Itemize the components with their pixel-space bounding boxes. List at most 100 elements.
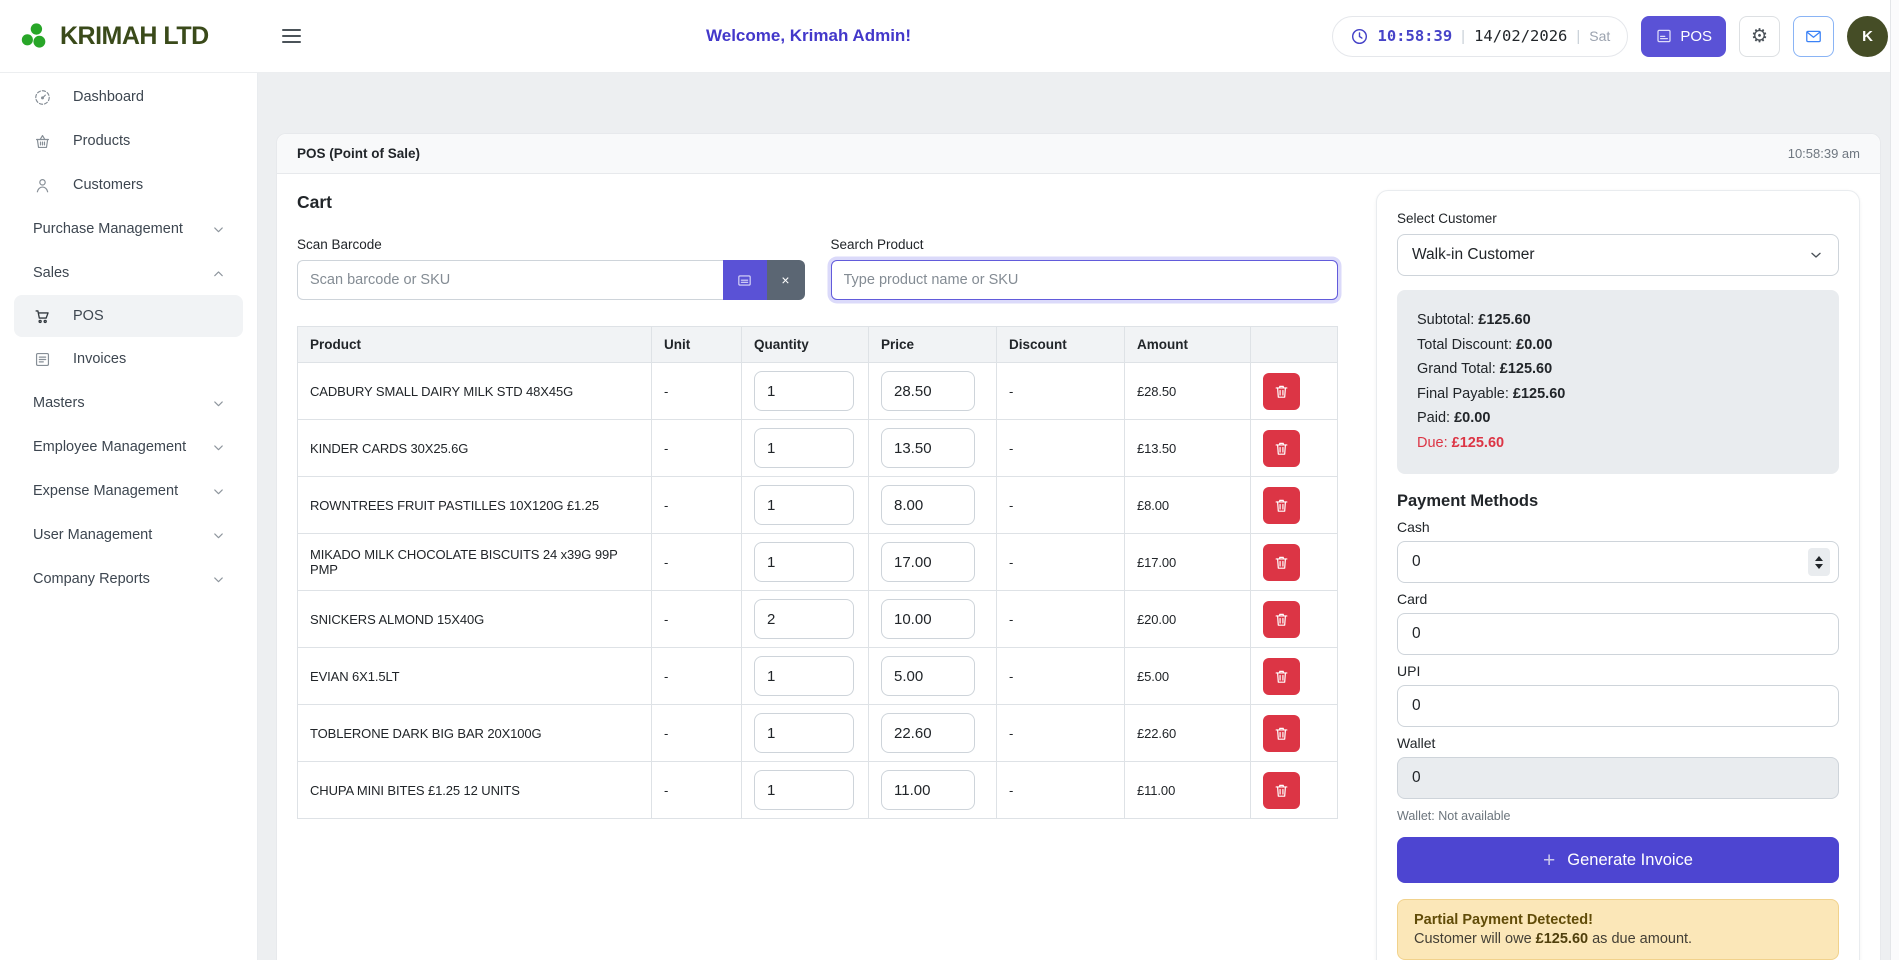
sidebar-item-label: Products xyxy=(73,133,131,149)
quantity-cell xyxy=(741,476,869,534)
actions-cell xyxy=(1250,761,1338,819)
quantity-input[interactable] xyxy=(754,371,854,411)
total-line-grand-total: Grand Total: £125.60 xyxy=(1417,361,1553,378)
scan-barcode-input[interactable] xyxy=(297,260,723,300)
actions-cell xyxy=(1250,590,1338,648)
price-input[interactable] xyxy=(881,713,975,753)
price-input[interactable] xyxy=(881,485,975,525)
delete-row-button[interactable] xyxy=(1263,714,1300,752)
quantity-input[interactable] xyxy=(754,656,854,696)
brand-name: KRIMAH LTD xyxy=(60,21,209,50)
quantity-input[interactable] xyxy=(754,599,854,639)
messages-button[interactable] xyxy=(1793,15,1834,57)
total-line-final-payable: Final Payable: £125.60 xyxy=(1417,385,1566,402)
quantity-input[interactable] xyxy=(754,428,854,468)
card-field xyxy=(1397,613,1839,656)
discount-cell: - xyxy=(996,590,1125,648)
user-avatar[interactable]: K xyxy=(1847,15,1888,57)
price-input[interactable] xyxy=(881,542,975,582)
delete-row-button[interactable] xyxy=(1263,486,1300,524)
total-line-total-discount: Total Discount: £0.00 xyxy=(1417,336,1553,353)
brand-logo-icon xyxy=(20,21,51,52)
cart-title: Cart xyxy=(297,192,333,212)
generate-invoice-button[interactable]: + Generate Invoice xyxy=(1397,837,1839,884)
price-cell xyxy=(868,476,997,534)
upi-amount-input[interactable] xyxy=(1397,685,1839,728)
sidebar-item-label: Invoices xyxy=(73,351,127,367)
price-input[interactable] xyxy=(881,371,975,411)
column-header-product: Product xyxy=(297,326,652,363)
delete-row-button[interactable] xyxy=(1263,657,1300,695)
clear-scan-button[interactable]: × xyxy=(766,260,805,300)
amount-cell: £8.00 xyxy=(1124,476,1251,534)
sidebar-item-pos[interactable]: POS xyxy=(14,295,243,337)
actions-cell xyxy=(1250,533,1338,591)
sidebar-item-dashboard[interactable]: Dashboard xyxy=(0,75,257,119)
price-input[interactable] xyxy=(881,428,975,468)
product-name-cell: SNICKERS ALMOND 15X40G xyxy=(297,590,652,648)
card-amount-input[interactable] xyxy=(1397,613,1839,656)
delete-row-button[interactable] xyxy=(1263,543,1300,581)
quantity-input[interactable] xyxy=(754,542,854,582)
pos-shortcut-button[interactable]: POS xyxy=(1641,15,1726,57)
partial-payment-warning: Partial Payment Detected! Customer will … xyxy=(1397,899,1839,960)
sidebar-item-label: User Management xyxy=(33,527,153,543)
pos-panel-header: POS (Point of Sale) 10:58:39 am xyxy=(277,134,1880,174)
select-customer-label: Select Customer xyxy=(1397,211,1497,226)
gear-icon: ⚙ xyxy=(1750,24,1769,47)
generate-invoice-label: Generate Invoice xyxy=(1567,850,1693,869)
discount-cell: - xyxy=(996,362,1125,420)
cart-table-row: MIKADO MILK CHOCOLATE BISCUITS 24 x39G 9… xyxy=(297,533,1338,591)
unit-cell: - xyxy=(651,704,742,762)
number-spinner-icon[interactable] xyxy=(1808,548,1830,577)
sidebar-item-customers[interactable]: Customers xyxy=(0,163,257,207)
quantity-cell xyxy=(741,761,869,819)
hamburger-menu-icon[interactable] xyxy=(282,23,308,49)
delete-row-button[interactable] xyxy=(1263,429,1300,467)
delete-row-button[interactable] xyxy=(1263,771,1300,809)
cart-table: Product Unit Quantity Price Discount Amount C… xyxy=(297,326,1338,819)
sidebar-item-invoices[interactable]: Invoices xyxy=(0,337,257,381)
customers-icon xyxy=(33,176,52,195)
scan-barcode-label: Scan Barcode xyxy=(297,237,382,252)
sidebar-item-employee-management[interactable]: Employee Management xyxy=(0,425,257,469)
warning-title: Partial Payment Detected! xyxy=(1414,912,1593,929)
scan-button[interactable] xyxy=(722,260,767,300)
quantity-input[interactable] xyxy=(754,770,854,810)
invoices-icon xyxy=(33,350,52,369)
quantity-cell xyxy=(741,590,869,648)
column-header-price: Price xyxy=(868,326,997,363)
cart-table-row: EVIAN 6X1.5LT--£5.00 xyxy=(297,647,1338,705)
price-input[interactable] xyxy=(881,656,975,696)
column-header-discount: Discount xyxy=(996,326,1125,363)
clock-widget: 10:58:39 | 14/02/2026 | Sat xyxy=(1331,15,1629,57)
settings-button[interactable]: ⚙ xyxy=(1739,15,1780,57)
price-input[interactable] xyxy=(881,599,975,639)
cart-table-row: KINDER CARDS 30X25.6G--£13.50 xyxy=(297,419,1338,477)
cart-table-header-row: Product Unit Quantity Price Discount Amount xyxy=(297,326,1338,363)
sidebar-item-user-management[interactable]: User Management xyxy=(0,513,257,557)
price-input[interactable] xyxy=(881,770,975,810)
quantity-input[interactable] xyxy=(754,485,854,525)
sidebar-item-expense-management[interactable]: Expense Management xyxy=(0,469,257,513)
customer-select[interactable]: Walk-in Customer xyxy=(1397,234,1839,276)
delete-row-button[interactable] xyxy=(1263,372,1300,410)
cash-amount-input[interactable] xyxy=(1397,541,1839,584)
sidebar-item-sales[interactable]: Sales xyxy=(0,251,257,295)
main-content: POS (Point of Sale) 10:58:39 am Cart Sca… xyxy=(258,73,1899,960)
sidebar-item-purchase-management[interactable]: Purchase Management xyxy=(0,207,257,251)
actions-cell xyxy=(1250,647,1338,705)
quantity-input[interactable] xyxy=(754,713,854,753)
product-name-cell: CHUPA MINI BITES £1.25 12 UNITS xyxy=(297,761,652,819)
discount-cell: - xyxy=(996,647,1125,705)
wallet-field xyxy=(1397,757,1839,800)
delete-row-button[interactable] xyxy=(1263,600,1300,638)
sidebar-item-company-reports[interactable]: Company Reports xyxy=(0,557,257,601)
page-scrollbar[interactable] xyxy=(1890,0,1899,960)
sidebar-item-products[interactable]: Products xyxy=(0,119,257,163)
search-product-input[interactable] xyxy=(830,260,1338,300)
sidebar-item-masters[interactable]: Masters xyxy=(0,381,257,425)
quantity-cell xyxy=(741,704,869,762)
discount-cell: - xyxy=(996,704,1125,762)
quantity-cell xyxy=(741,362,869,420)
